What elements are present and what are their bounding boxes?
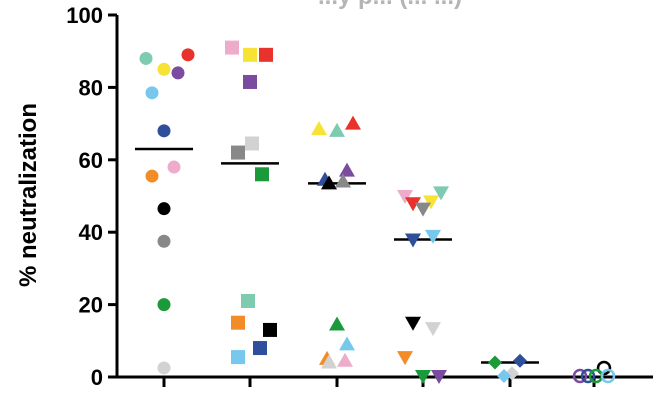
chart-title: ...y p... (... ...)	[318, 0, 462, 10]
data-point	[231, 315, 245, 330]
data-point	[157, 124, 171, 138]
data-point	[339, 162, 355, 177]
data-point	[580, 368, 596, 384]
data-point	[423, 195, 439, 210]
data-point	[425, 322, 441, 337]
y-tick-label: 40	[79, 220, 103, 245]
data-point	[255, 167, 269, 182]
data-point	[329, 316, 345, 331]
data-point	[145, 169, 159, 183]
data-point	[231, 145, 245, 160]
data-point	[397, 190, 413, 204]
data-point	[337, 352, 353, 367]
y-tick-label: 80	[79, 75, 103, 100]
data-point	[231, 350, 245, 365]
data-point	[405, 233, 421, 248]
data-point	[167, 160, 181, 174]
data-point	[259, 47, 273, 62]
y-tick-label: 100	[66, 3, 103, 28]
data-point	[425, 229, 441, 244]
data-point	[157, 62, 171, 76]
data-point	[431, 370, 447, 384]
data-point	[339, 336, 355, 351]
data-point	[329, 122, 345, 137]
data-point	[171, 66, 185, 80]
data-point	[181, 48, 195, 62]
data-point	[345, 115, 361, 130]
data-point	[488, 355, 502, 370]
data-point	[405, 316, 421, 331]
data-point	[572, 368, 588, 384]
data-point	[405, 197, 421, 212]
y-tick-label: 0	[91, 365, 103, 390]
data-point	[497, 369, 511, 383]
data-point	[321, 354, 337, 369]
data-point	[311, 121, 327, 136]
data-point	[596, 360, 612, 376]
data-point	[415, 370, 431, 384]
data-point	[241, 293, 255, 308]
data-point	[433, 186, 449, 201]
data-point	[157, 298, 171, 312]
data-point	[243, 74, 257, 89]
y-axis-title: % neutralization	[15, 103, 42, 287]
data-point	[225, 40, 239, 55]
data-point	[263, 322, 277, 337]
data-point	[253, 341, 267, 356]
y-axis-ticks: 0 20 40 60 80 100	[66, 3, 117, 390]
data-point	[245, 136, 259, 151]
data-point	[243, 47, 257, 62]
data-point	[157, 202, 171, 216]
data-points	[139, 40, 616, 384]
data-point	[600, 368, 616, 384]
data-point	[513, 353, 527, 368]
data-point	[335, 173, 351, 188]
y-tick-label: 20	[79, 293, 103, 318]
y-tick-label: 60	[79, 148, 103, 173]
data-point	[145, 86, 159, 100]
data-point	[415, 202, 431, 217]
data-point	[157, 361, 171, 375]
data-point	[139, 51, 153, 65]
data-point	[321, 175, 337, 190]
data-point	[157, 234, 171, 248]
data-point	[397, 351, 413, 366]
